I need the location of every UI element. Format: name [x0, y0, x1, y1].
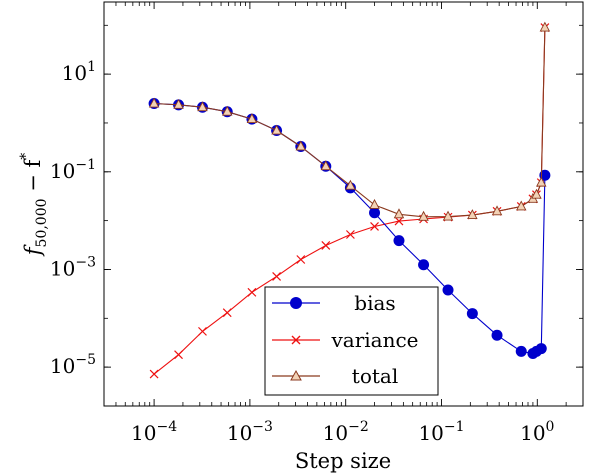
legend-total-label: total	[352, 364, 398, 388]
point-total	[442, 210, 454, 221]
point-variance	[149, 369, 159, 379]
point-total	[271, 124, 282, 135]
legend: bias variance total	[264, 286, 439, 396]
point-bias	[369, 207, 381, 219]
point-variance	[174, 350, 183, 360]
point-total	[246, 113, 258, 124]
x-tick-label: 10−3	[227, 419, 273, 445]
point-total	[345, 179, 356, 190]
point-bias	[535, 343, 547, 355]
x-tick-base: 10	[227, 421, 252, 445]
x-tick-base: 10	[131, 421, 156, 445]
y-tick-label: 10−3	[50, 254, 96, 280]
y-tick-exp: −5	[75, 352, 96, 368]
legend-variance-marker	[291, 335, 301, 345]
y-tick-label: 10−1	[50, 157, 96, 183]
x-tick-base: 10	[418, 421, 443, 445]
x-tick-label: 100	[520, 419, 554, 445]
point-variance	[247, 287, 257, 297]
y-tick-exp: −3	[75, 254, 96, 270]
point-total	[197, 101, 208, 112]
point-variance	[272, 272, 282, 281]
point-variance	[321, 241, 331, 250]
y-tick-base: 10	[50, 354, 75, 378]
series-layer	[148, 21, 551, 379]
y-tick-base: 10	[62, 61, 87, 85]
x-tick-label: 10−2	[323, 419, 369, 445]
y-tick-base: 10	[50, 256, 75, 280]
y-tick-label: 101	[62, 59, 96, 85]
y-tick-exp: 1	[87, 59, 96, 75]
point-total	[320, 160, 332, 171]
y-axis-label-sup: *	[18, 153, 34, 160]
point-total	[173, 98, 184, 109]
point-total	[491, 205, 503, 216]
point-bias	[515, 345, 527, 357]
legend-item-bias: bias	[272, 291, 396, 315]
point-bias	[418, 259, 430, 271]
point-bias	[442, 284, 454, 296]
y-axis-label: f50,000 − f*	[18, 153, 50, 258]
point-variance	[345, 230, 355, 239]
x-axis-label: Step size	[295, 449, 391, 473]
x-tick-exp: 0	[546, 419, 555, 435]
x-tick-exp: −2	[348, 419, 369, 435]
y-tick-exp: −1	[75, 157, 96, 173]
x-tick-exp: −4	[156, 419, 177, 435]
major-ticks	[104, 2, 583, 406]
plot-frame	[103, 1, 584, 407]
point-total	[221, 105, 233, 116]
y-axis-label-f: f	[21, 244, 45, 257]
x-tick-labels: 10−4 10−3 10−2 10−1 100	[131, 419, 554, 445]
point-total	[393, 208, 405, 219]
svg-text:f50,000 − f*: f50,000 − f*	[18, 153, 50, 258]
point-total	[148, 97, 160, 108]
point-total	[515, 200, 527, 211]
y-axis-label-tail: − f	[21, 158, 45, 199]
point-total	[536, 176, 547, 187]
point-bias	[539, 169, 551, 181]
legend-bias-marker	[290, 297, 302, 309]
legend-item-total: total	[272, 364, 398, 388]
x-tick-exp: −3	[252, 419, 273, 435]
point-variance	[222, 308, 232, 318]
point-total	[369, 198, 380, 209]
point-variance	[394, 216, 404, 226]
legend-variance-label: variance	[330, 328, 418, 352]
point-total	[539, 21, 551, 32]
point-variance	[296, 255, 306, 264]
point-bias	[466, 308, 478, 320]
point-variance	[198, 326, 207, 336]
y-axis-label-sub: 50,000	[34, 198, 50, 247]
y-tick-base: 10	[50, 159, 75, 183]
x-tick-label: 10−1	[418, 419, 464, 445]
x-tick-base: 10	[323, 421, 348, 445]
y-tick-label: 10−5	[50, 352, 96, 378]
point-total	[467, 209, 478, 220]
point-total	[295, 140, 307, 151]
point-total	[418, 210, 429, 221]
legend-bias-label: bias	[354, 291, 395, 315]
legend-total-marker	[290, 369, 302, 381]
x-tick-base: 10	[520, 421, 545, 445]
point-variance	[370, 222, 379, 231]
minor-ticks	[103, 2, 583, 406]
x-tick-exp: −1	[444, 419, 465, 435]
point-total	[531, 188, 542, 199]
point-bias	[491, 329, 503, 341]
plot-area	[103, 1, 584, 407]
point-bias	[393, 235, 405, 247]
legend-item-variance: variance	[272, 328, 419, 352]
x-tick-label: 10−4	[131, 419, 177, 445]
